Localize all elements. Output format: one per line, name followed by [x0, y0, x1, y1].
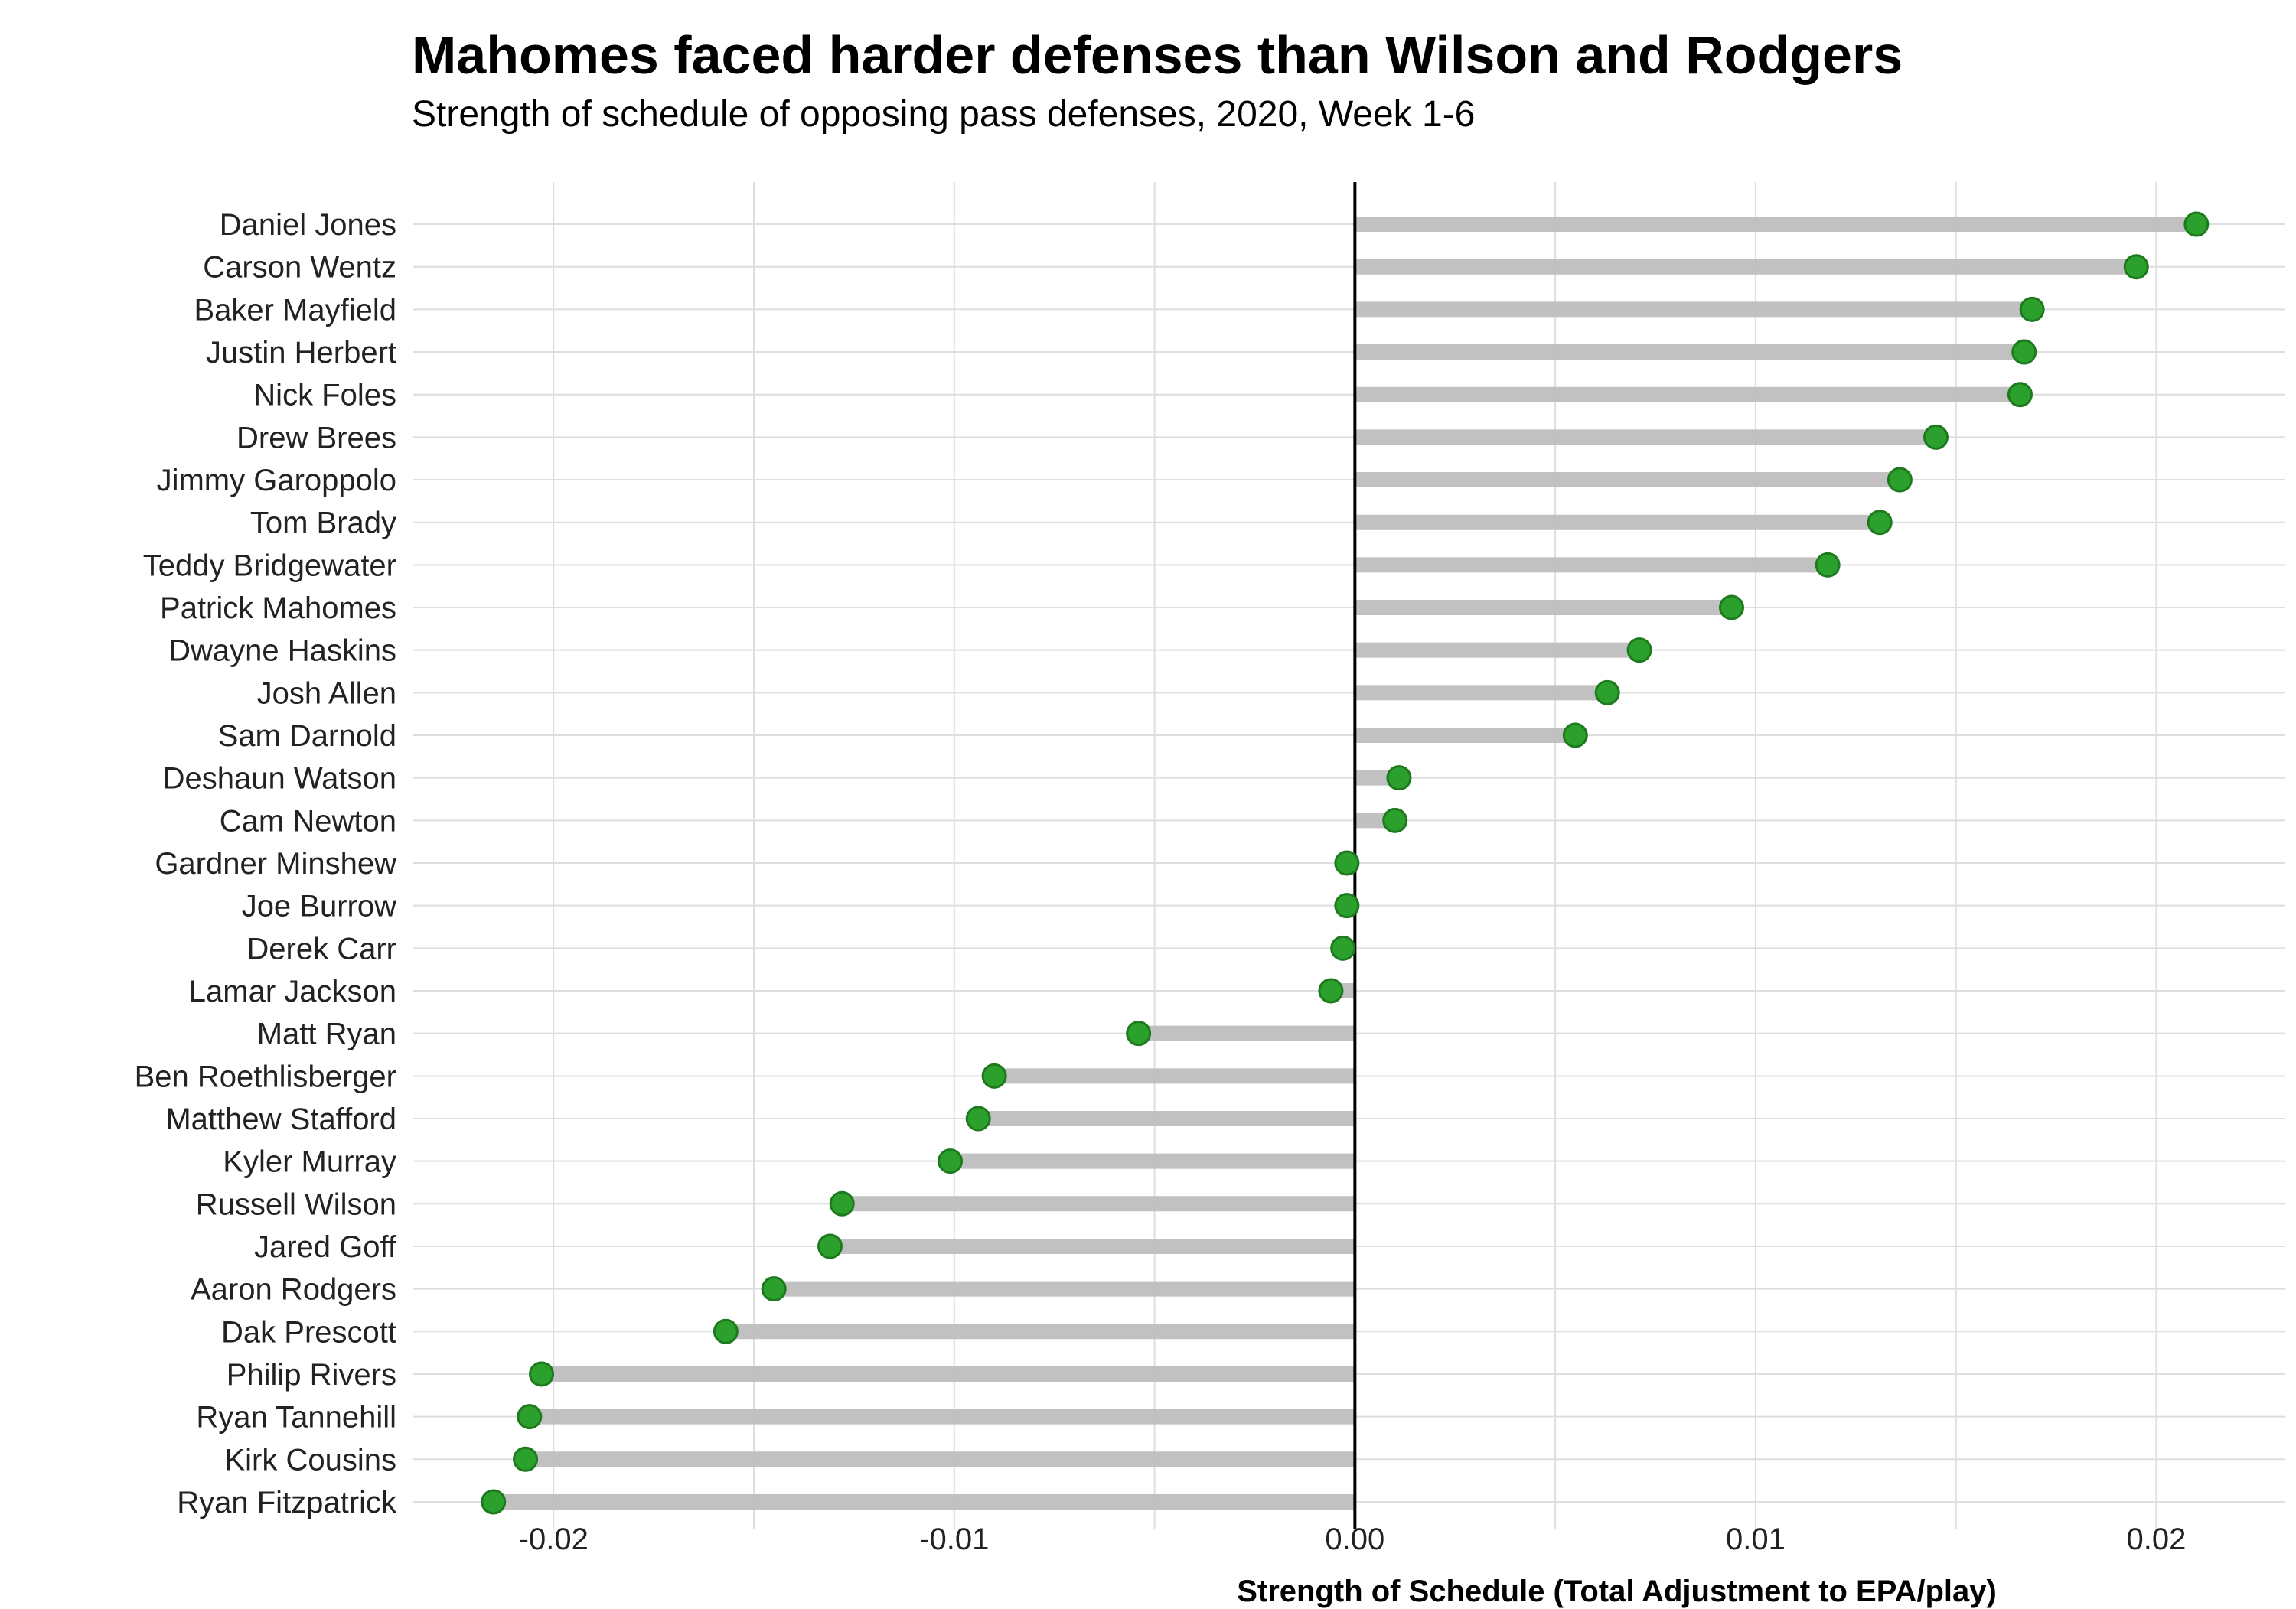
y-label-ben-roethlisberger: Ben Roethlisberger	[135, 1060, 396, 1093]
y-label-sam-darnold: Sam Darnold	[218, 719, 396, 753]
point-tom-brady	[1867, 510, 1893, 536]
y-label-dwayne-haskins: Dwayne Haskins	[168, 634, 396, 668]
point-kirk-cousins	[513, 1446, 539, 1472]
y-label-kyler-murray: Kyler Murray	[223, 1145, 396, 1179]
y-label-kirk-cousins: Kirk Cousins	[224, 1443, 396, 1477]
chart-subtitle: Strength of schedule of opposing pass de…	[412, 94, 1476, 135]
y-label-dak-prescott: Dak Prescott	[221, 1315, 396, 1349]
point-josh-allen	[1594, 679, 1620, 705]
y-label-aaron-rodgers: Aaron Rodgers	[191, 1273, 396, 1307]
point-derek-carr	[1330, 935, 1356, 961]
x-axis-title: Strength of Schedule (Total Adjustment t…	[0, 1575, 2296, 1609]
y-label-daniel-jones: Daniel Jones	[220, 208, 396, 242]
point-daniel-jones	[2183, 211, 2210, 237]
y-label-matt-ryan: Matt Ryan	[257, 1018, 396, 1051]
x-tick-label: -0.01	[919, 1523, 989, 1556]
point-matt-ryan	[1126, 1021, 1152, 1047]
y-label-carson-wentz: Carson Wentz	[203, 251, 396, 285]
y-label-gardner-minshew: Gardner Minshew	[155, 847, 396, 881]
y-label-jimmy-garoppolo: Jimmy Garoppolo	[157, 464, 396, 497]
y-label-patrick-mahomes: Patrick Mahomes	[160, 591, 396, 625]
grid-layer	[413, 182, 2285, 1529]
point-deshaun-watson	[1386, 765, 1412, 791]
y-label-philip-rivers: Philip Rivers	[227, 1358, 396, 1392]
point-carson-wentz	[2123, 254, 2149, 280]
x-axis-title-text: Strength of Schedule (Total Adjustment t…	[1237, 1575, 1997, 1608]
y-label-josh-allen: Josh Allen	[257, 676, 396, 710]
y-axis-labels: Daniel Jones Carson Wentz Baker Mayfield Ju…	[135, 208, 397, 1519]
y-label-justin-herbert: Justin Herbert	[206, 336, 396, 370]
point-jimmy-garoppolo	[1887, 467, 1913, 493]
y-label-teddy-bridgewater: Teddy Bridgewater	[143, 549, 396, 582]
point-joe-burrow	[1334, 893, 1360, 919]
point-justin-herbert	[2011, 339, 2037, 365]
x-tick-label: -0.02	[519, 1523, 589, 1556]
point-sam-darnold	[1562, 722, 1588, 748]
x-tick-label: 0.02	[2127, 1523, 2187, 1556]
point-aaron-rodgers	[761, 1276, 787, 1302]
point-matthew-stafford	[965, 1106, 991, 1132]
point-cam-newton	[1382, 807, 1408, 833]
x-tick-label: 0.01	[1726, 1523, 1786, 1556]
y-label-ryan-fitzpatrick: Ryan Fitzpatrick	[177, 1486, 397, 1519]
point-russell-wilson	[829, 1190, 855, 1217]
y-label-ryan-tannehill: Ryan Tannehill	[196, 1401, 396, 1435]
point-teddy-bridgewater	[1815, 552, 1841, 578]
point-layer	[481, 211, 2210, 1515]
point-nick-foles	[2007, 382, 2033, 408]
point-lamar-jackson	[1318, 978, 1344, 1004]
point-ryan-fitzpatrick	[481, 1489, 507, 1515]
x-axis-ticks: -0.02 -0.01 0.00 0.01 0.02	[519, 1523, 2187, 1556]
y-label-derek-carr: Derek Carr	[246, 932, 396, 966]
point-dwayne-haskins	[1626, 637, 1652, 663]
y-label-cam-newton: Cam Newton	[220, 804, 396, 838]
point-ryan-tannehill	[517, 1404, 543, 1430]
y-label-drew-brees: Drew Brees	[236, 421, 396, 454]
point-drew-brees	[1923, 424, 1949, 450]
point-baker-mayfield	[2019, 296, 2045, 322]
point-jared-goff	[817, 1233, 843, 1259]
point-philip-rivers	[529, 1361, 555, 1387]
y-label-lamar-jackson: Lamar Jackson	[189, 975, 396, 1008]
point-dak-prescott	[713, 1318, 739, 1344]
point-kyler-murray	[938, 1148, 964, 1174]
point-patrick-mahomes	[1718, 594, 1744, 620]
y-label-russell-wilson: Russell Wilson	[196, 1187, 396, 1221]
y-label-tom-brady: Tom Brady	[250, 506, 396, 540]
stem-layer	[493, 217, 2197, 1510]
y-label-joe-burrow: Joe Burrow	[242, 890, 396, 923]
y-label-matthew-stafford: Matthew Stafford	[165, 1103, 396, 1136]
y-label-jared-goff: Jared Goff	[254, 1230, 397, 1264]
point-ben-roethlisberger	[981, 1063, 1007, 1089]
y-label-baker-mayfield: Baker Mayfield	[194, 293, 396, 327]
chart-title: Mahomes faced harder defenses than Wilso…	[412, 25, 1903, 85]
y-label-deshaun-watson: Deshaun Watson	[163, 762, 396, 796]
x-tick-label: 0.00	[1325, 1523, 1384, 1556]
point-gardner-minshew	[1334, 850, 1360, 876]
y-label-nick-foles: Nick Foles	[253, 379, 396, 412]
